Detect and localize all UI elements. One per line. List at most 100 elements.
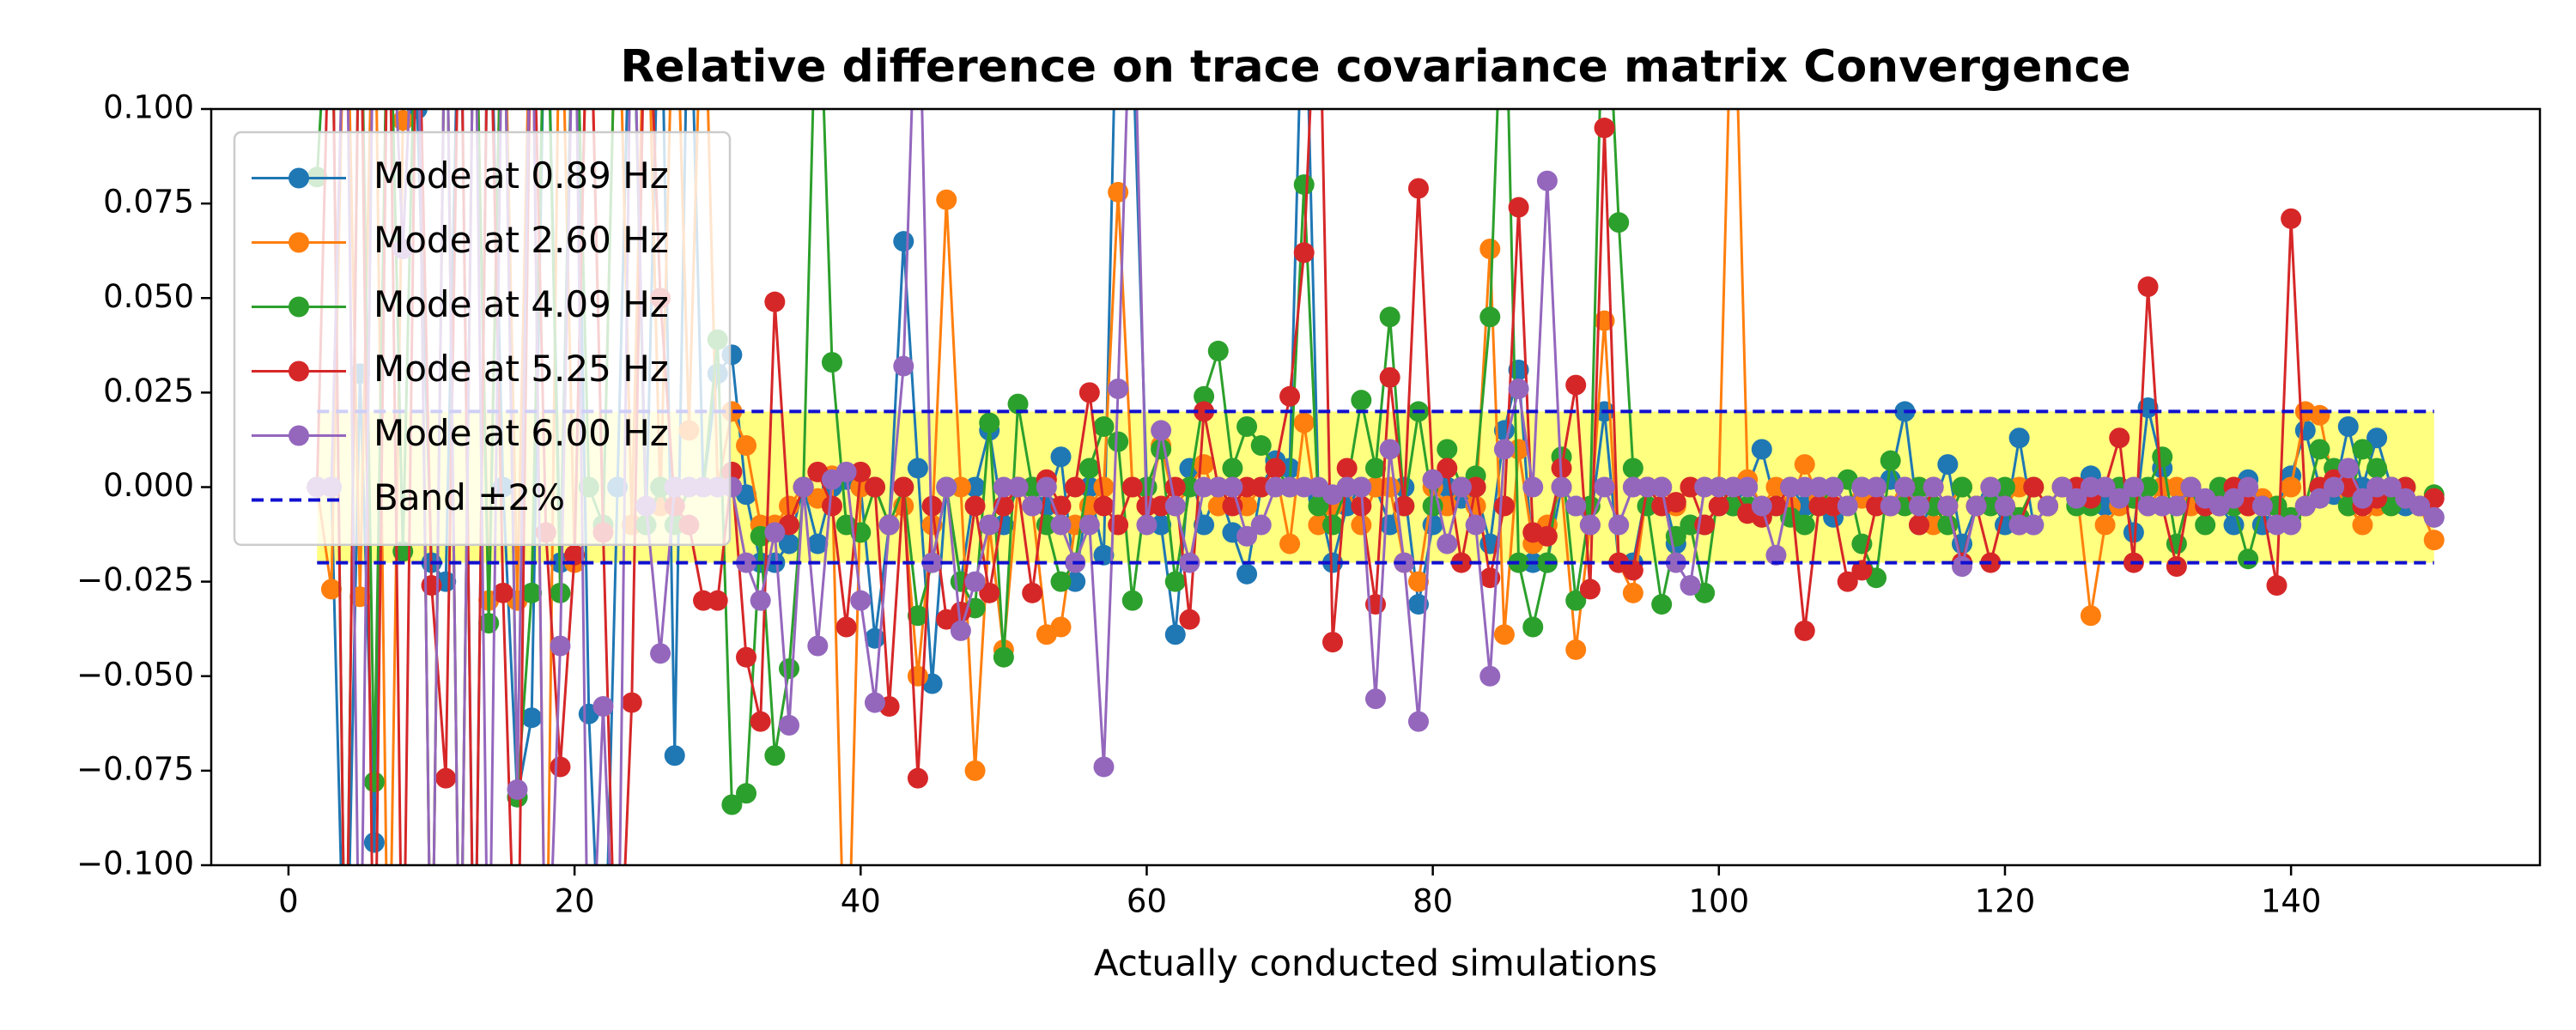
data-point [1665,492,1686,513]
data-point [2137,276,2159,298]
data-point [1622,476,1643,498]
x-tick-label: 80 [1413,883,1453,920]
data-point [979,412,1000,433]
data-point [1880,495,1901,517]
data-point [936,189,957,210]
data-point [2152,446,2173,468]
data-point [693,590,714,611]
data-point [2008,514,2030,536]
data-point [621,692,642,713]
data-point [1050,616,1072,638]
data-point [1951,556,1972,578]
data-point [1365,688,1386,710]
data-point [320,579,342,600]
data-point [2266,514,2287,536]
y-tick-label: 0.050 [103,278,194,315]
data-point [2208,476,2230,498]
data-point [1078,457,1100,479]
data-point [1937,495,1959,517]
data-point [2266,495,2287,517]
data-point [1108,378,1129,399]
data-point [764,291,786,312]
legend-label: Mode at 6.00 Hz [374,412,669,454]
data-point [1065,476,1086,498]
data-point [979,514,1000,536]
data-point [807,533,829,554]
data-point [492,582,513,603]
data-point [1194,476,1215,498]
data-point [1637,476,1658,498]
data-point [1536,525,1558,547]
data-point [1909,495,1930,517]
data-point [1980,476,2002,498]
data-point [2337,457,2359,479]
data-point [1050,446,1072,468]
data-point [2137,476,2159,498]
data-point [1823,495,1844,517]
data-point [1108,514,1129,536]
data-point [1007,476,1029,498]
data-point [1780,476,1801,498]
data-point [736,783,757,804]
data-point [2238,548,2259,570]
data-point [1293,174,1315,196]
y-tick-label: 0.075 [103,184,194,221]
data-point [2023,476,2044,498]
data-point [1937,454,1959,476]
x-tick-label: 100 [1688,883,1749,920]
data-point [2094,476,2116,498]
chart-title: Relative difference on trace covariance … [620,41,2130,93]
data-point [1522,476,1544,498]
x-tick-label: 140 [2261,883,2322,920]
data-point [1179,609,1200,630]
data-point [2409,495,2431,517]
legend-marker [289,296,309,318]
data-point [1951,476,1972,498]
data-point [1579,514,1601,536]
data-point [1437,533,1458,554]
data-point [835,616,857,638]
data-point [507,779,528,800]
data-point [1250,476,1272,498]
data-point [1151,495,1172,517]
data-point [764,522,786,543]
data-point [893,355,914,377]
data-point [1479,665,1501,687]
legend-marker [289,167,309,189]
data-point [1765,544,1787,566]
legend-marker [289,425,309,446]
data-point [2309,439,2330,460]
data-point [1594,476,1615,498]
data-point [363,772,385,793]
data-point [1965,495,1987,517]
data-point [1479,306,1501,328]
data-point [1036,476,1057,498]
legend-label: Mode at 5.25 Hz [374,348,669,390]
data-point [478,613,500,634]
data-point [993,476,1014,498]
data-point [2008,476,2030,498]
data-point [1565,495,1587,517]
data-point [1293,242,1315,264]
data-point [1351,476,1372,498]
data-point [1379,439,1400,460]
data-point [1121,590,1143,611]
data-point [564,544,586,566]
data-point [1351,390,1372,411]
data-point [1794,514,1815,536]
data-point [1194,401,1215,422]
data-point [1164,624,1186,645]
data-point [2223,488,2245,509]
data-point [1651,594,1673,615]
data-point [1065,571,1086,592]
data-point [1265,476,1286,498]
data-point [2109,427,2130,449]
data-point [1407,711,1429,732]
y-tick-label: −0.050 [76,656,194,693]
data-point [1508,197,1529,218]
data-point [2366,427,2388,449]
data-point [1622,457,1643,479]
data-point [650,643,671,664]
data-point [1050,571,1072,592]
data-point [1994,495,2015,517]
